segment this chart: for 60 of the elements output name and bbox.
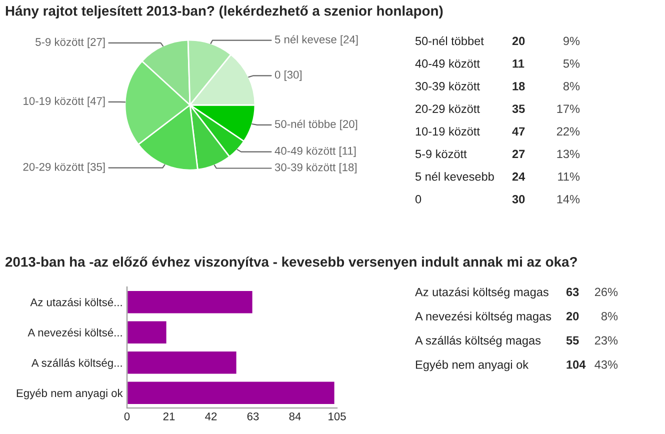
category-label: 50-nél többet	[415, 36, 484, 46]
data-label: 40-49 között [11]	[274, 146, 356, 157]
category-label: 30-39 között	[415, 82, 480, 90]
data-label: 22%	[556, 127, 580, 136]
bar	[127, 320, 168, 345]
category-label: 40-49 között	[415, 59, 480, 68]
x-tick-label: 0	[124, 412, 130, 420]
text: 55	[566, 336, 579, 345]
data-label: 50-nél többe [20]	[274, 120, 358, 130]
data-label: 26%	[594, 288, 618, 296]
text: 24	[512, 172, 526, 181]
text: 104	[566, 360, 586, 369]
data-label: 17%	[557, 104, 580, 113]
category-label: 10-19 között	[416, 126, 480, 136]
category-label: A nevezési költség magas	[415, 312, 552, 323]
bar	[127, 290, 254, 315]
y-tick-label: A szállás költség...	[31, 358, 122, 370]
data-label: 9%	[563, 36, 580, 46]
x-tick-label: 84	[289, 412, 301, 420]
text: 63	[566, 288, 579, 296]
category-label: A szállás költség magas	[415, 336, 541, 347]
chart-title: Hány rajtot teljesített 2013-ban? (lekérdezhető a szenior honlapon)	[6, 5, 443, 19]
data-label: 23%	[594, 336, 618, 345]
x-tick-label: 105	[328, 412, 346, 420]
data-label: 30-39 között [18]	[274, 163, 356, 174]
text: 30	[512, 195, 525, 204]
data-label: 5%	[563, 59, 580, 68]
category-label: 0	[415, 195, 422, 204]
bar	[127, 380, 336, 406]
data-label: 11%	[558, 172, 580, 181]
text: 20	[512, 36, 525, 46]
x-tick-label: 42	[205, 412, 217, 420]
data-label: 0 [30]	[274, 70, 302, 81]
chart-title: 2013-ban ha -az előző évhez viszonyítva - kevesebb versenyen indult annak mi az oka?	[5, 256, 577, 270]
data-label: 10-19 között [47]	[24, 96, 105, 108]
y-tick-label: Egyéb nem anyagi ok	[16, 388, 123, 400]
data-label: 8%	[601, 312, 618, 320]
data-label: 20-29 között [35]	[23, 162, 105, 174]
data-label: 13%	[557, 150, 580, 158]
bar	[127, 350, 238, 376]
text: 11	[512, 60, 524, 68]
text: 47	[512, 127, 525, 136]
text: 18	[512, 82, 525, 90]
y-tick-label: Az utazási költsé...	[30, 298, 122, 306]
data-label: 43%	[594, 360, 618, 369]
category-label: 5-9 között	[415, 149, 467, 158]
y-tick-label: A nevezési költsé...	[28, 328, 122, 337]
data-label: 14%	[557, 195, 580, 204]
data-label: 8%	[563, 82, 580, 90]
data-label: 5 nél kevese [24]	[274, 35, 358, 46]
text: 20	[566, 312, 579, 320]
category-label: 5 nél kevesebb	[415, 172, 494, 181]
data-label: 5-9 között [27]	[36, 38, 105, 48]
category-label: Az utazási költség magas	[415, 287, 548, 299]
text: 35	[512, 104, 525, 113]
category-label: 20-29 között	[416, 104, 480, 113]
x-tick-label: 63	[247, 412, 259, 420]
x-tick-label: 21	[163, 412, 175, 420]
text: 27	[512, 150, 525, 158]
category-label: Egyéb nem anyagi ok	[416, 360, 529, 372]
